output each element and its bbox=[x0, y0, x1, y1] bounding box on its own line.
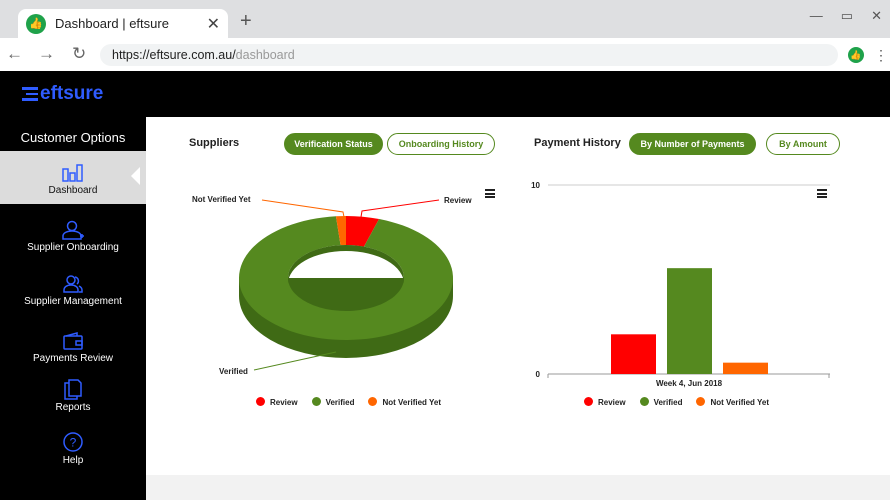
close-tab-icon[interactable]: ✕ bbox=[206, 15, 220, 33]
payment-bar-chart: 0 10 Week 4, Jun 2018 bbox=[531, 181, 830, 388]
sidebar-item-supplier-management[interactable]: Supplier Management bbox=[0, 274, 146, 307]
sidebar-item-dashboard[interactable]: Dashboard bbox=[0, 151, 146, 204]
eftsure-logo[interactable]: eftsure bbox=[22, 83, 103, 105]
pie-legend: Review Verified Not Verified Yet bbox=[256, 397, 441, 407]
new-tab-icon[interactable]: + bbox=[240, 10, 252, 32]
wallet-icon bbox=[63, 332, 83, 350]
documents-icon bbox=[64, 379, 82, 400]
bar-review[interactable] bbox=[611, 334, 656, 374]
sidebar-item-label: Supplier Onboarding bbox=[27, 242, 119, 253]
sidebar-item-reports[interactable]: Reports bbox=[0, 378, 146, 413]
legend-item-not-verified[interactable]: Not Verified Yet bbox=[696, 397, 769, 407]
tab-title: Dashboard | eftsure bbox=[55, 16, 169, 31]
svg-text:?: ? bbox=[70, 436, 77, 450]
browser-tab[interactable]: 👍 Dashboard | eftsure ✕ bbox=[18, 9, 228, 38]
browser-tab-bar: 👍 Dashboard | eftsure ✕ + — ▭ ✕ bbox=[0, 0, 890, 38]
donut-slice-verified[interactable] bbox=[239, 216, 454, 340]
connector-not-verified bbox=[261, 199, 345, 218]
connector-verified bbox=[253, 351, 337, 371]
bar-legend: Review Verified Not Verified Yet bbox=[584, 397, 769, 407]
bar-not-verified-yet[interactable] bbox=[723, 362, 768, 374]
donut-inner-side bbox=[288, 245, 404, 284]
main-content: Suppliers Verification Status Onboarding… bbox=[146, 117, 890, 500]
donut-slice-not-verified-yet[interactable] bbox=[335, 216, 346, 246]
close-window-icon[interactable]: ✕ bbox=[871, 8, 882, 23]
thumbs-up-icon: 👍 bbox=[26, 13, 46, 34]
forward-icon[interactable]: → bbox=[38, 44, 55, 63]
sidebar-item-label: Help bbox=[62, 455, 84, 466]
url-host: https://eftsure.com.au/ bbox=[112, 48, 236, 62]
legend-item-review[interactable]: Review bbox=[256, 397, 298, 407]
sidebar-item-label: Dashboard bbox=[48, 185, 98, 196]
back-icon[interactable]: ← bbox=[6, 44, 23, 63]
legend-item-not-verified[interactable]: Not Verified Yet bbox=[368, 397, 441, 407]
sidebar-item-label: Reports bbox=[55, 402, 91, 413]
pie-label-not-verified: Not Verified Yet bbox=[192, 195, 251, 204]
active-caret bbox=[131, 167, 140, 185]
bar-verified[interactable] bbox=[667, 268, 712, 374]
payment-history-title: Payment History bbox=[534, 137, 621, 149]
browser-menu-icon[interactable]: ⋮ bbox=[874, 47, 888, 63]
pie-label-review: Review bbox=[444, 196, 472, 205]
bar-chart-menu-icon[interactable] bbox=[817, 189, 827, 200]
users-icon bbox=[63, 275, 83, 293]
tab-by-number-of-payments[interactable]: By Number of Payments bbox=[629, 133, 756, 155]
nav-bar: ← → ↻ https://eftsure.com.au/dashboard 👍… bbox=[0, 38, 890, 71]
dashboard-panel: Suppliers Verification Status Onboarding… bbox=[146, 117, 890, 475]
sidebar: Customer Options Dashboard Supplier Onbo… bbox=[0, 117, 146, 500]
sidebar-item-label: Payments Review bbox=[32, 353, 114, 364]
sidebar-item-supplier-onboarding[interactable]: Supplier Onboarding bbox=[0, 220, 146, 253]
supplier-donut-chart bbox=[239, 199, 454, 371]
address-bar[interactable]: https://eftsure.com.au/dashboard bbox=[100, 44, 838, 66]
url-path: dashboard bbox=[235, 48, 295, 62]
donut-slice-review[interactable] bbox=[346, 216, 380, 247]
legend-item-review[interactable]: Review bbox=[584, 397, 626, 407]
help-circle-icon: ? bbox=[63, 432, 83, 452]
reload-icon[interactable]: ↻ bbox=[72, 44, 87, 63]
app-header bbox=[0, 71, 890, 117]
sidebar-item-help[interactable]: ? Help bbox=[0, 431, 146, 466]
connector-review bbox=[360, 199, 440, 218]
sidebar-heading: Customer Options bbox=[20, 130, 126, 145]
bar-chart-icon bbox=[62, 164, 83, 182]
logo-text: eftsure bbox=[40, 83, 104, 104]
user-add-icon bbox=[62, 220, 84, 240]
tab-onboarding-history[interactable]: Onboarding History bbox=[387, 133, 495, 155]
tab-by-amount[interactable]: By Amount bbox=[766, 133, 840, 155]
sidebar-item-label: Supplier Management bbox=[24, 296, 122, 307]
extension-thumbs-up-icon[interactable]: 👍 bbox=[848, 47, 864, 63]
tab-verification-status[interactable]: Verification Status bbox=[284, 133, 383, 155]
y-tick-label: 0 bbox=[536, 370, 541, 379]
y-tick-label: 10 bbox=[531, 181, 540, 190]
pie-chart-menu-icon[interactable] bbox=[485, 189, 495, 200]
suppliers-title: Suppliers bbox=[189, 137, 240, 149]
pie-label-verified: Verified bbox=[219, 367, 248, 376]
legend-item-verified[interactable]: Verified bbox=[639, 397, 682, 407]
minimize-icon[interactable]: — bbox=[809, 8, 823, 23]
legend-item-verified[interactable]: Verified bbox=[311, 397, 354, 407]
sidebar-item-payments-review[interactable]: Payments Review bbox=[0, 331, 146, 364]
x-category-label: Week 4, Jun 2018 bbox=[656, 379, 723, 388]
maximize-icon[interactable]: ▭ bbox=[840, 8, 854, 23]
